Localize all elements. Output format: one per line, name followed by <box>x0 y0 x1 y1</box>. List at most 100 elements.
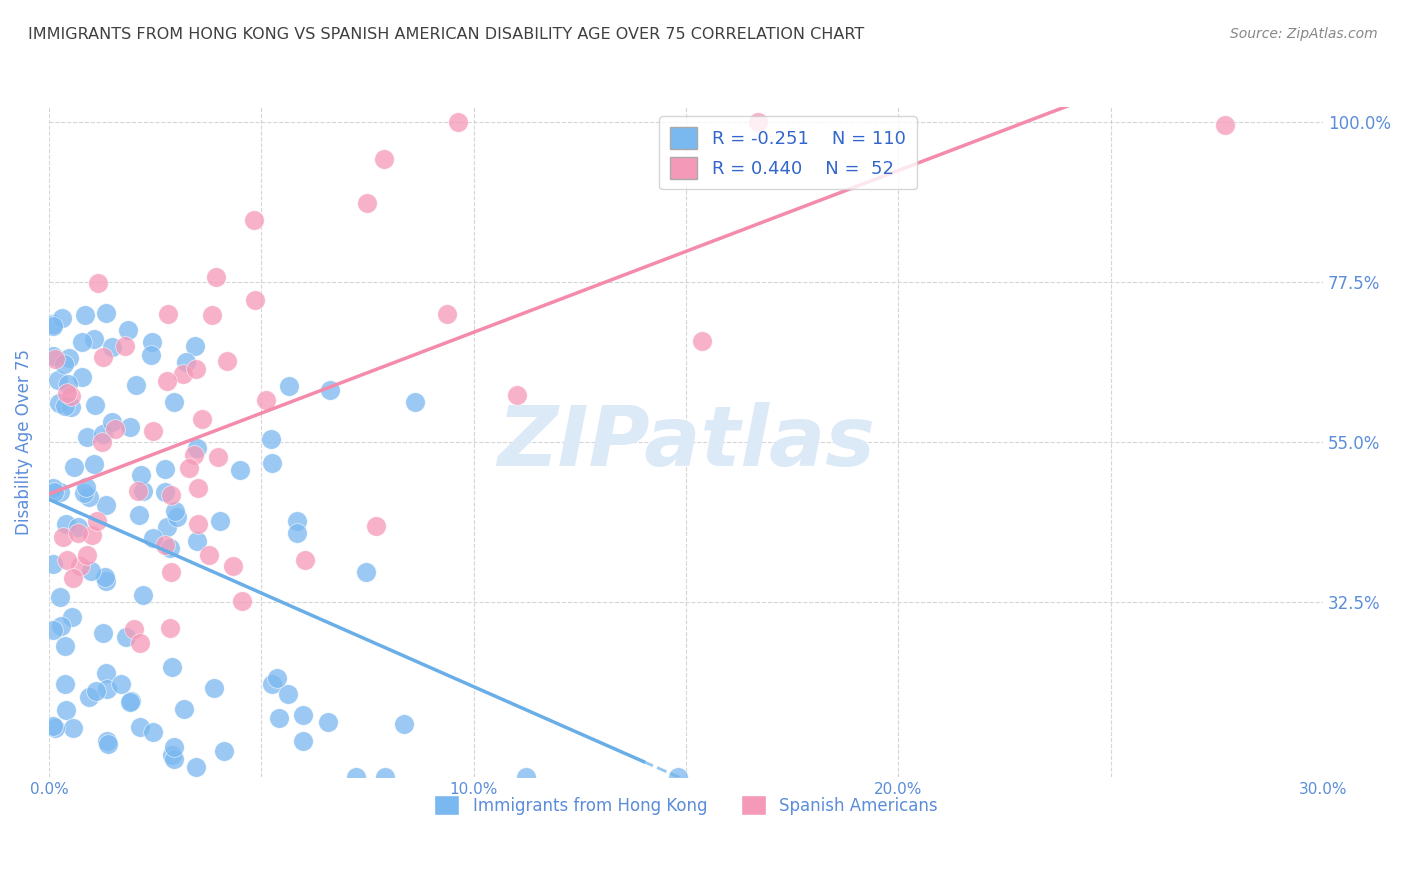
Point <box>75 480 97 494</box>
Point <box>166 509 188 524</box>
Point <box>73 309 96 323</box>
Point <box>44 352 66 367</box>
Point <box>278 379 301 393</box>
Point <box>747 114 769 128</box>
Point <box>187 517 209 532</box>
Point <box>186 534 208 549</box>
Point <box>48 396 70 410</box>
Point <box>66 520 89 534</box>
Point <box>129 635 152 649</box>
Point <box>93 351 115 365</box>
Point <box>42 557 65 571</box>
Point <box>125 378 148 392</box>
Point <box>114 631 136 645</box>
Point <box>76 430 98 444</box>
Point <box>96 666 118 681</box>
Point <box>53 676 76 690</box>
Text: Source: ZipAtlas.com: Source: ZipAtlas.com <box>1230 27 1378 41</box>
Point <box>356 195 378 210</box>
Point <box>266 671 288 685</box>
Point <box>446 114 468 128</box>
Point <box>94 574 117 589</box>
Point <box>153 537 176 551</box>
Point <box>159 621 181 635</box>
Point <box>56 376 79 391</box>
Point <box>183 448 205 462</box>
Point <box>202 681 225 695</box>
Point <box>153 462 176 476</box>
Point <box>207 450 229 465</box>
Point <box>160 660 183 674</box>
Point <box>49 484 72 499</box>
Point <box>666 770 689 784</box>
Point <box>76 548 98 562</box>
Point <box>191 412 214 426</box>
Point <box>294 553 316 567</box>
Point <box>42 349 65 363</box>
Point <box>62 721 84 735</box>
Point <box>354 565 377 579</box>
Point <box>243 293 266 307</box>
Point <box>127 483 149 498</box>
Point <box>90 435 112 450</box>
Point <box>132 484 155 499</box>
Point <box>285 525 308 540</box>
Point <box>374 770 396 784</box>
Point <box>292 707 315 722</box>
Point <box>690 334 713 348</box>
Point <box>70 369 93 384</box>
Point <box>62 571 84 585</box>
Point <box>364 519 387 533</box>
Point <box>209 514 232 528</box>
Point <box>160 747 183 762</box>
Point <box>163 740 186 755</box>
Point <box>101 340 124 354</box>
Point <box>120 694 142 708</box>
Point <box>260 432 283 446</box>
Point <box>394 717 416 731</box>
Point <box>129 468 152 483</box>
Point <box>55 553 77 567</box>
Point <box>159 488 181 502</box>
Point <box>93 570 115 584</box>
Point <box>319 383 342 397</box>
Point <box>269 711 291 725</box>
Point <box>82 528 104 542</box>
Point <box>42 623 65 637</box>
Point <box>117 323 139 337</box>
Point <box>55 516 77 531</box>
Point <box>83 398 105 412</box>
Point <box>59 389 82 403</box>
Point <box>186 362 208 376</box>
Point <box>51 311 73 326</box>
Point <box>73 485 96 500</box>
Point <box>132 589 155 603</box>
Point <box>156 374 179 388</box>
Point <box>42 317 65 331</box>
Text: IMMIGRANTS FROM HONG KONG VS SPANISH AMERICAN DISABILITY AGE OVER 75 CORRELATION: IMMIGRANTS FROM HONG KONG VS SPANISH AME… <box>28 27 865 42</box>
Point <box>277 687 299 701</box>
Point <box>184 338 207 352</box>
Point <box>42 719 65 733</box>
Point <box>77 490 100 504</box>
Point <box>212 744 235 758</box>
Point <box>72 335 94 350</box>
Point <box>55 702 77 716</box>
Point <box>176 355 198 369</box>
Point <box>205 270 228 285</box>
Point <box>141 335 163 350</box>
Point <box>96 498 118 512</box>
Point <box>128 508 150 523</box>
Point <box>69 558 91 573</box>
Point <box>42 481 65 495</box>
Point <box>436 307 458 321</box>
Point <box>77 690 100 705</box>
Point <box>104 422 127 436</box>
Point <box>285 514 308 528</box>
Point <box>262 456 284 470</box>
Point <box>114 339 136 353</box>
Point <box>172 367 194 381</box>
Point <box>83 332 105 346</box>
Point <box>80 564 103 578</box>
Point <box>110 677 132 691</box>
